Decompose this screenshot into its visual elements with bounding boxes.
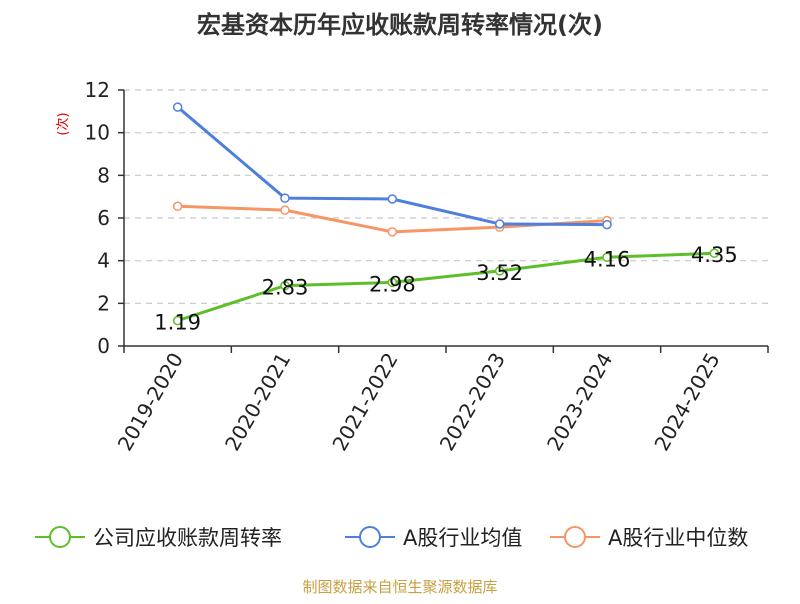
axes: 0 2 4 6 8 10 12 2019-2020 2020-2021 2021-2022 2022… bbox=[85, 78, 769, 455]
data-point bbox=[280, 193, 290, 203]
data-label: 3.52 bbox=[476, 261, 523, 285]
legend-marker bbox=[564, 526, 586, 548]
data-label: 4.16 bbox=[584, 247, 631, 271]
y-tick-label: 6 bbox=[97, 206, 110, 230]
y-axis-unit-label: (次) bbox=[55, 112, 71, 135]
legend-marker bbox=[359, 526, 381, 548]
data-point bbox=[602, 219, 612, 230]
legend: 公司应收账款周转率 A股行业均值 A股行业中位数 bbox=[35, 526, 748, 550]
grid-lines bbox=[124, 89, 768, 304]
legend-label: A股行业中位数 bbox=[608, 526, 748, 550]
y-tick-label: 4 bbox=[97, 249, 110, 273]
data-point bbox=[172, 102, 183, 112]
data-point bbox=[172, 315, 183, 326]
data-labels: 1.19 2.83 2.98 3.52 4.16 4.35 bbox=[154, 243, 737, 334]
data-point bbox=[387, 277, 398, 288]
legend-marker bbox=[49, 526, 71, 548]
series-line bbox=[176, 105, 608, 227]
source-note: 制图数据来自恒生聚源数据库 bbox=[302, 578, 497, 596]
y-tick-label: 8 bbox=[97, 163, 110, 187]
y-tick-label: 0 bbox=[97, 334, 110, 358]
x-tick-label: 2022-2023 bbox=[435, 349, 510, 455]
data-point bbox=[280, 280, 290, 291]
legend-item[interactable]: A股行业均值 bbox=[345, 526, 522, 550]
legend-item[interactable]: 公司应收账款周转率 bbox=[35, 526, 282, 550]
data-point bbox=[387, 227, 398, 237]
series-line bbox=[177, 251, 715, 323]
data-point bbox=[280, 205, 290, 215]
data-label: 1.19 bbox=[154, 311, 201, 335]
x-tick-label: 2019-2020 bbox=[113, 349, 188, 455]
data-point bbox=[709, 248, 720, 258]
series-layer bbox=[172, 102, 720, 326]
legend-label: 公司应收账款周转率 bbox=[93, 526, 282, 550]
x-tick-label: 2024-2025 bbox=[649, 349, 724, 455]
x-tick-label: 2021-2022 bbox=[327, 349, 402, 455]
legend-label: A股行业均值 bbox=[403, 526, 522, 550]
x-tick-label: 2020-2021 bbox=[220, 349, 295, 455]
legend-item[interactable]: A股行业中位数 bbox=[550, 526, 748, 550]
chart-title: 宏基资本历年应收账款周转率情况(次) bbox=[197, 11, 603, 39]
y-tick-label: 12 bbox=[85, 78, 110, 102]
x-tick-label: 2023-2024 bbox=[542, 349, 617, 455]
data-point bbox=[387, 194, 398, 204]
y-tick-label: 10 bbox=[85, 121, 110, 145]
data-point bbox=[602, 252, 612, 263]
data-label: 2.83 bbox=[262, 276, 309, 300]
data-label: 2.98 bbox=[369, 272, 416, 296]
data-point bbox=[494, 219, 505, 229]
y-tick-label: 2 bbox=[97, 291, 110, 315]
data-label: 4.35 bbox=[691, 243, 738, 267]
data-point bbox=[172, 201, 183, 212]
data-point bbox=[494, 266, 505, 276]
